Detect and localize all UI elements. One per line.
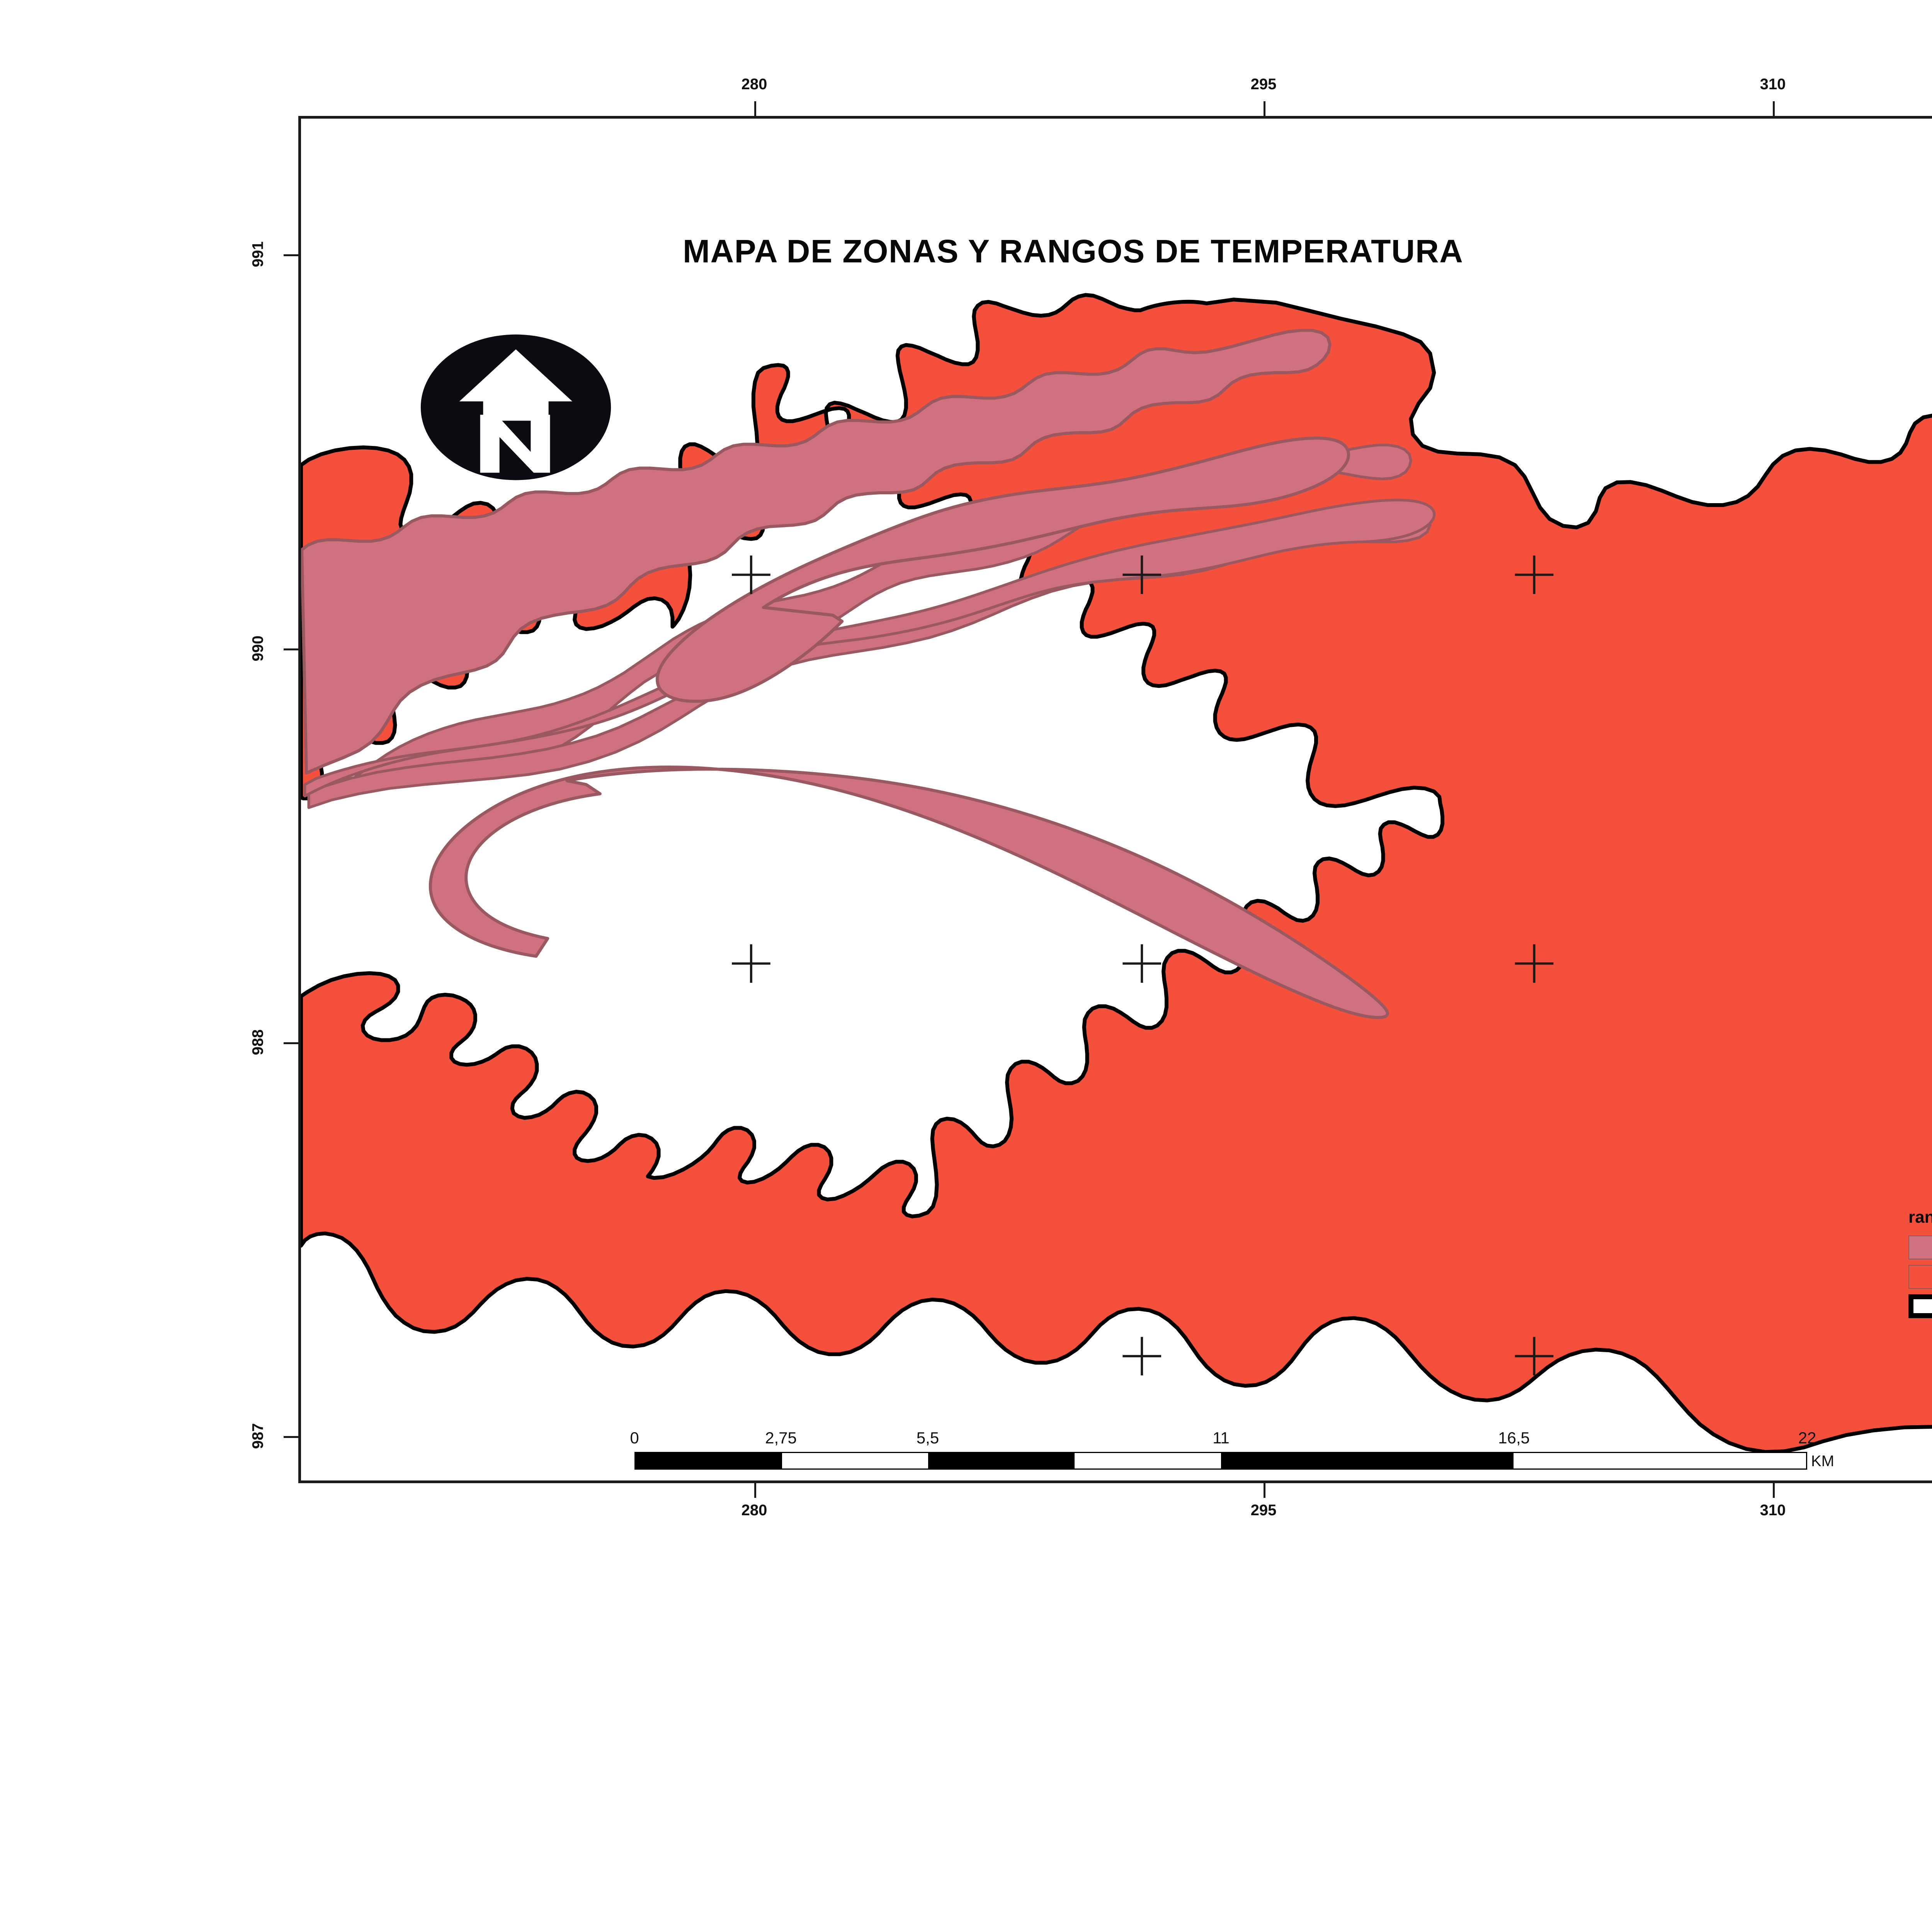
- legend-title: LEYENDA: [1908, 1170, 1932, 1193]
- legend-item-25-26[interactable]: 25-26: [1908, 1265, 1932, 1289]
- tick-label-top-310: 310: [1760, 76, 1786, 93]
- tick-label-bottom-310: 310: [1760, 1502, 1786, 1519]
- map-canvas: [301, 119, 1932, 1480]
- tick-label-top-280: 280: [741, 76, 767, 93]
- scale-seg-4: [1074, 1453, 1221, 1468]
- legend-swatch-24-25: [1908, 1235, 1932, 1259]
- tick-label-top-295: 295: [1250, 76, 1277, 93]
- north-letter-n: [480, 415, 550, 473]
- legend-item-24-25[interactable]: 24-25: [1908, 1235, 1932, 1259]
- tick-label-left-991: 991: [249, 241, 267, 267]
- scale-tick-55: 5,5: [916, 1429, 939, 1447]
- tick-mark-bottom-310: [1773, 1483, 1775, 1498]
- legend-swatch-ines-arango: [1908, 1294, 1932, 1318]
- tick-label-left-988: 988: [249, 1029, 267, 1055]
- tick-mark-left-990: [284, 648, 298, 650]
- legend-swatch-25-26: [1908, 1265, 1932, 1289]
- scale-seg-5: [1221, 1453, 1514, 1468]
- scale-tick-0: 0: [630, 1429, 639, 1447]
- tick-label-bottom-280: 280: [741, 1502, 767, 1519]
- scale-tick-165: 16,5: [1498, 1429, 1530, 1447]
- scale-tick-22: 22: [1798, 1429, 1816, 1447]
- north-arrow: [420, 334, 611, 480]
- scale-tick-11: 11: [1213, 1429, 1230, 1447]
- map-frame: MAPA DE ZONAS Y RANGOS DE TEMPERATURA LE…: [298, 116, 1932, 1483]
- scale-seg-1: [636, 1453, 782, 1468]
- north-arrow-pointer: [459, 349, 573, 421]
- scale-seg-2: [782, 1453, 929, 1468]
- scale-seg-6: [1513, 1453, 1806, 1468]
- tick-label-left-987: 987: [249, 1423, 267, 1449]
- scale-bar: 0 2,75 5,5 11 16,5 22 KM: [630, 1429, 1834, 1470]
- scale-seg-3: [928, 1453, 1075, 1468]
- tick-mark-bottom-295: [1264, 1483, 1265, 1498]
- legend-item-ines-arango[interactable]: INES ARANGO: [1908, 1294, 1932, 1318]
- figure-caption: Mapa 2- 4 Temperatura Elaboración: Equip…: [1777, 1561, 1932, 1613]
- legend: LEYENDA rango_temperatura 24-25 25-26 IN…: [1908, 1170, 1932, 1324]
- tick-label-left-990: 990: [249, 635, 267, 662]
- zone-24-25-north-band: [656, 436, 1350, 703]
- tick-mark-top-295: [1264, 101, 1265, 116]
- caption-line-1: Mapa 2- 4 Temperatura: [1777, 1561, 1932, 1587]
- scale-tick-275: 2,75: [765, 1429, 797, 1447]
- legend-field-name: rango_temperatura: [1908, 1208, 1932, 1227]
- tick-mark-left-987: [284, 1436, 298, 1438]
- scale-bar-unit: KM: [1811, 1453, 1834, 1470]
- tick-mark-top-280: [754, 101, 756, 116]
- scale-bar-graphic: [634, 1452, 1807, 1470]
- zone-24-25-southeast-tail: [429, 765, 1389, 1019]
- map-title: MAPA DE ZONAS Y RANGOS DE TEMPERATURA: [683, 233, 1464, 269]
- tick-mark-left-991: [284, 254, 298, 256]
- tick-mark-top-310: [1773, 101, 1775, 116]
- zone-24-25-west-blob: [301, 328, 1332, 775]
- scale-bar-tick-labels: 0 2,75 5,5 11 16,5 22: [630, 1429, 1816, 1452]
- tick-mark-left-988: [284, 1042, 298, 1044]
- graticule-crosses: [732, 555, 1554, 1376]
- tick-label-bottom-295: 295: [1250, 1502, 1277, 1519]
- caption-line-2: Elaboración: Equipo Consultor 2020: [1777, 1587, 1932, 1613]
- tick-mark-bottom-280: [754, 1483, 756, 1498]
- map-shapes: [301, 119, 1932, 1480]
